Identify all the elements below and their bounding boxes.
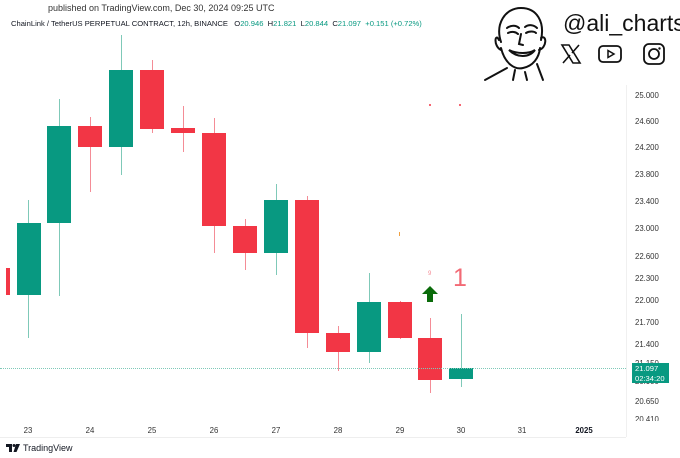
current-price-value: 21.097 [635,364,659,373]
candle-wick [90,117,91,192]
close-label: C [332,19,338,28]
candle-dec25-12h [171,128,195,133]
close-value: 21.097 [337,19,362,28]
y-tick: 20.410 [635,415,659,421]
instagram-icon[interactable] [641,42,667,66]
current-price-tag: 21.097 02:34:20 [632,363,669,383]
candle-dec22-12h [6,268,10,295]
x-tick-year: 2025 [575,426,593,435]
y-tick: 24.200 [635,143,659,152]
candle-dec24-00h [78,126,102,147]
x-icon[interactable] [558,42,584,66]
symbol-title: ChainLink / TetherUS PERPETUAL CONTRACT,… [11,19,228,28]
tradingview-mark-icon [6,444,20,452]
youtube-icon[interactable] [597,42,623,66]
author-handle: @ali_charts [563,10,680,36]
open-label: O [234,19,241,28]
td-one-label: 1 [453,264,467,292]
published-note: published on TradingView.com, Dec 30, 20… [48,3,275,13]
x-tick: 26 [209,426,219,435]
signal-tick [399,232,400,236]
candle-dec24-12h [109,70,133,147]
y-tick: 21.700 [635,318,659,327]
candle-dec23-00h [17,223,41,295]
y-tick: 20.650 [635,397,659,406]
x-tick: 27 [271,426,281,435]
signal-dot [429,104,431,106]
x-tick: 23 [23,426,33,435]
time-axis-border [0,437,626,438]
candle-dec30-00h [449,368,473,379]
y-tick: 23.000 [635,224,659,233]
change-value: +0.151 (+0.72%) [365,19,422,28]
candle-dec26-00h [202,133,226,226]
candle-dec29-00h [388,302,412,338]
y-tick: 21.400 [635,340,659,349]
symbol-legend: ChainLink / TetherUS PERPETUAL CONTRACT,… [11,19,422,28]
td-nine-label: 9 [428,271,432,277]
high-value: 21.821 [273,19,297,28]
signal-dot [459,104,461,106]
tradingview-logo[interactable]: TradingView [6,443,73,453]
candle-dec27-12h [295,200,319,333]
current-price-line [0,368,626,369]
candle-dec23-12h [47,126,71,223]
y-tick: 23.400 [635,197,659,206]
x-tick: 25 [147,426,157,435]
x-tick: 31 [517,426,527,435]
candle-dec27-00h [264,200,288,253]
candle-dec25-00h [140,70,164,129]
x-tick: 24 [85,426,95,435]
y-tick: 22.300 [635,274,659,283]
y-tick: 22.000 [635,296,659,305]
y-tick: 22.600 [635,252,659,261]
y-tick: 25.000 [635,91,659,100]
candle-dec29-12h [418,338,442,380]
chart-plot-area[interactable]: 9 1 [0,0,612,393]
tradingview-logo-text: TradingView [23,443,73,453]
bar-countdown: 02:34:20 [635,373,665,383]
candle-dec26-12h [233,226,257,253]
buy-arrow-icon [422,286,438,302]
x-tick: 28 [333,426,343,435]
y-tick: 24.600 [635,117,659,126]
low-value: 20.844 [304,19,329,28]
x-tick: 29 [395,426,405,435]
price-axis-border [626,85,627,437]
branding-overlay: @ali_charts [475,0,680,85]
candle-dec28-12h [357,302,381,352]
open-value: 20.946 [240,19,264,28]
low-label: L [300,19,305,28]
candle-dec28-00h [326,333,350,352]
candle-wick [461,314,462,387]
time-axis[interactable]: 23 24 25 26 27 28 29 30 31 2025 [0,420,612,438]
high-label: H [267,19,274,28]
meme-face-icon [484,6,547,81]
x-tick: 30 [456,426,466,435]
y-tick: 23.800 [635,170,659,179]
